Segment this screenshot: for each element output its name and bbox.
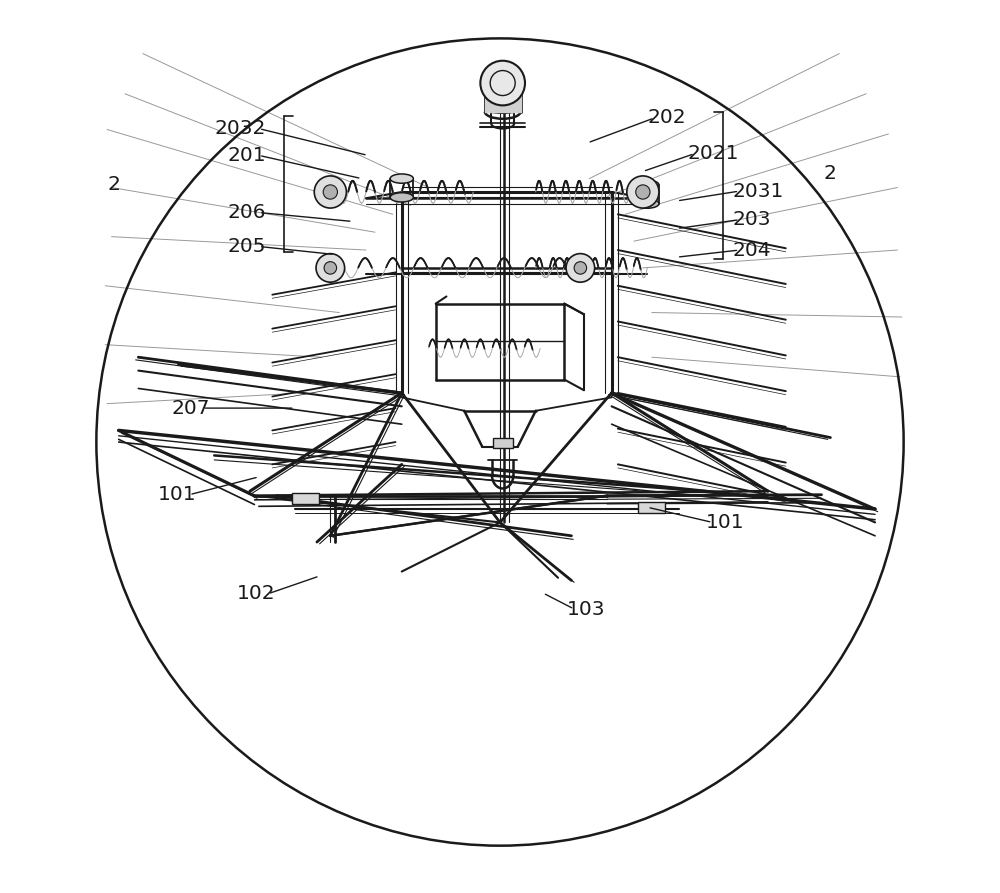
Text: 101: 101 [158, 485, 196, 505]
Ellipse shape [390, 174, 413, 183]
Circle shape [323, 185, 337, 199]
Text: 203: 203 [732, 210, 771, 230]
Text: 101: 101 [705, 513, 744, 532]
Circle shape [324, 262, 337, 274]
Ellipse shape [390, 193, 413, 202]
Ellipse shape [636, 180, 659, 189]
Text: 2021: 2021 [688, 144, 739, 163]
Text: 2032: 2032 [215, 119, 266, 138]
Circle shape [480, 61, 525, 105]
Text: 207: 207 [171, 398, 210, 418]
Circle shape [566, 254, 595, 282]
Ellipse shape [636, 199, 659, 208]
Text: 206: 206 [228, 203, 266, 222]
Bar [292, 493, 319, 504]
Circle shape [316, 254, 345, 282]
Text: 205: 205 [228, 237, 266, 256]
Bar [493, 438, 513, 448]
Text: 103: 103 [567, 599, 605, 619]
Bar [638, 502, 665, 513]
Text: 204: 204 [732, 240, 771, 260]
Text: 2: 2 [108, 175, 120, 195]
Text: 202: 202 [647, 108, 686, 128]
Circle shape [627, 176, 659, 208]
Circle shape [636, 185, 650, 199]
Circle shape [574, 262, 587, 274]
Circle shape [314, 176, 346, 208]
Text: 201: 201 [227, 146, 266, 165]
Text: 2031: 2031 [732, 181, 784, 201]
Text: 102: 102 [236, 584, 275, 604]
Text: 2: 2 [823, 163, 836, 183]
